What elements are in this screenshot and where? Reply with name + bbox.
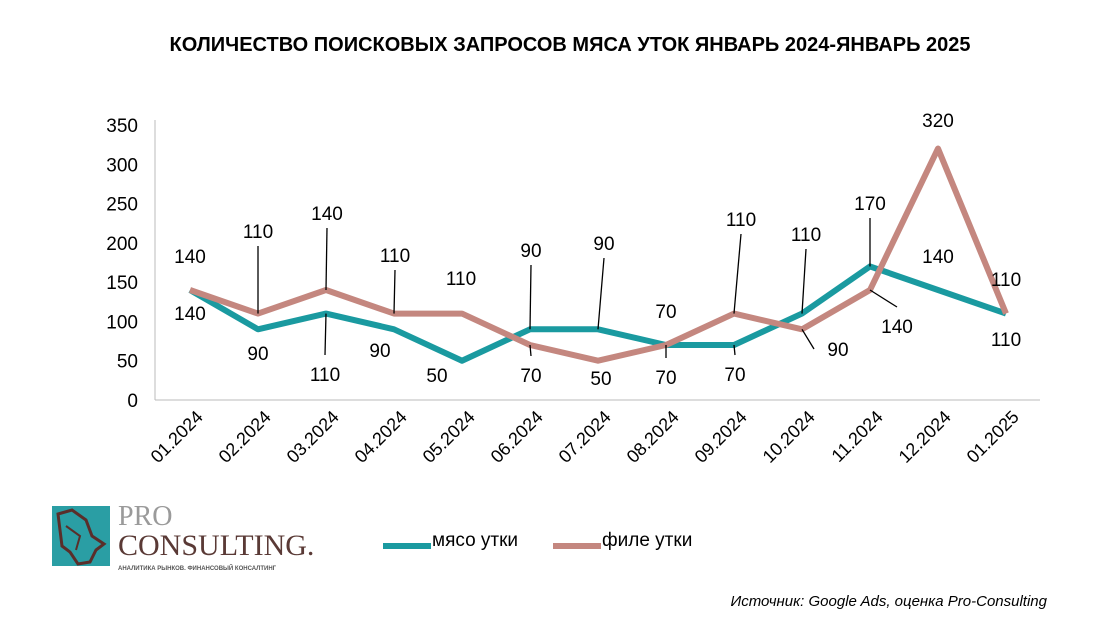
- x-tick-label: 05.2024: [419, 407, 479, 467]
- label-leader: [529, 264, 532, 330]
- chart-title: КОЛИЧЕСТВО ПОИСКОВЫХ ЗАПРОСОВ МЯСА УТОК …: [169, 34, 971, 56]
- x-tick-label: 07.2024: [555, 407, 615, 467]
- data-label: 140: [174, 304, 206, 325]
- legend-label-fillet: филе утки: [602, 530, 693, 551]
- y-tick-label: 150: [106, 273, 138, 294]
- label-leader: [325, 227, 328, 291]
- x-tick-label: 01.2025: [963, 407, 1023, 467]
- data-label: 90: [520, 241, 541, 262]
- x-tick-label: 01.2024: [147, 407, 207, 467]
- x-tick-label: 11.2024: [828, 407, 887, 466]
- logo-rhino-icon: [52, 506, 110, 566]
- x-tick-label: 02.2024: [215, 407, 275, 467]
- data-label: 70: [724, 365, 745, 386]
- data-label: 90: [247, 344, 268, 365]
- label-leader: [733, 344, 736, 356]
- x-tick-label: 12.2024: [895, 407, 955, 467]
- source-note: Источник: Google Ads, оценка Pro-Consult…: [730, 593, 1048, 610]
- label-leader: [869, 289, 898, 308]
- legend-swatch-meat: [383, 543, 431, 549]
- y-tick-label: 0: [127, 391, 138, 412]
- label-leader: [801, 328, 815, 350]
- data-label: 90: [369, 341, 390, 362]
- data-label: 110: [791, 225, 821, 246]
- data-label: 90: [593, 234, 614, 255]
- data-label: 110: [243, 222, 273, 243]
- data-label: 70: [655, 368, 676, 389]
- data-label: 140: [881, 317, 913, 338]
- data-label: 110: [726, 210, 756, 231]
- data-label: 110: [380, 246, 410, 267]
- logo-text-consulting: CONSULTING.: [118, 529, 315, 562]
- label-leader: [393, 269, 396, 314]
- data-label: 50: [590, 369, 611, 390]
- data-label: 110: [991, 330, 1021, 351]
- x-tick-label: 10.2024: [759, 407, 819, 467]
- x-tick-label: 04.2024: [351, 407, 411, 467]
- logo-text-pro: PRO: [118, 501, 173, 532]
- label-leader: [597, 257, 605, 330]
- x-tick-label: 09.2024: [691, 407, 751, 467]
- y-tick-label: 300: [106, 155, 138, 176]
- label-leader: [324, 313, 327, 356]
- legend-swatch-fillet: [553, 543, 601, 549]
- y-tick-label: 350: [106, 116, 138, 137]
- y-tick-label: 200: [106, 234, 138, 255]
- data-label: 70: [520, 366, 541, 387]
- data-label: 50: [426, 366, 447, 387]
- x-tick-label: 08.2024: [623, 407, 683, 467]
- label-leader: [529, 344, 532, 357]
- legend-label-meat: мясо утки: [432, 530, 519, 551]
- label-leader: [801, 248, 807, 314]
- y-tick-label: 250: [106, 195, 138, 216]
- data-label: 140: [922, 247, 954, 268]
- series-line-meat: [188, 263, 1007, 364]
- x-tick-label: 06.2024: [487, 407, 547, 467]
- x-tick-label: 03.2024: [283, 407, 343, 467]
- data-label: 110: [991, 270, 1021, 291]
- y-tick-label: 50: [117, 352, 138, 373]
- pro-consulting-logo: PRO CONSULTING. АНАЛИТИКА РЫНКОВ. ФИНАНС…: [52, 502, 342, 574]
- data-label: 320: [922, 111, 954, 132]
- data-label: 70: [655, 302, 676, 323]
- y-tick-label: 100: [106, 312, 138, 333]
- label-leader: [733, 233, 742, 314]
- data-label: 170: [854, 194, 886, 215]
- data-label: 140: [311, 204, 343, 225]
- data-label: 140: [174, 247, 206, 268]
- data-label: 90: [827, 340, 848, 361]
- logo-tagline: АНАЛИТИКА РЫНКОВ. ФИНАНСОВЫЙ КОНСАЛТИНГ: [118, 566, 277, 572]
- data-label: 110: [446, 269, 476, 290]
- data-label: 110: [310, 365, 340, 386]
